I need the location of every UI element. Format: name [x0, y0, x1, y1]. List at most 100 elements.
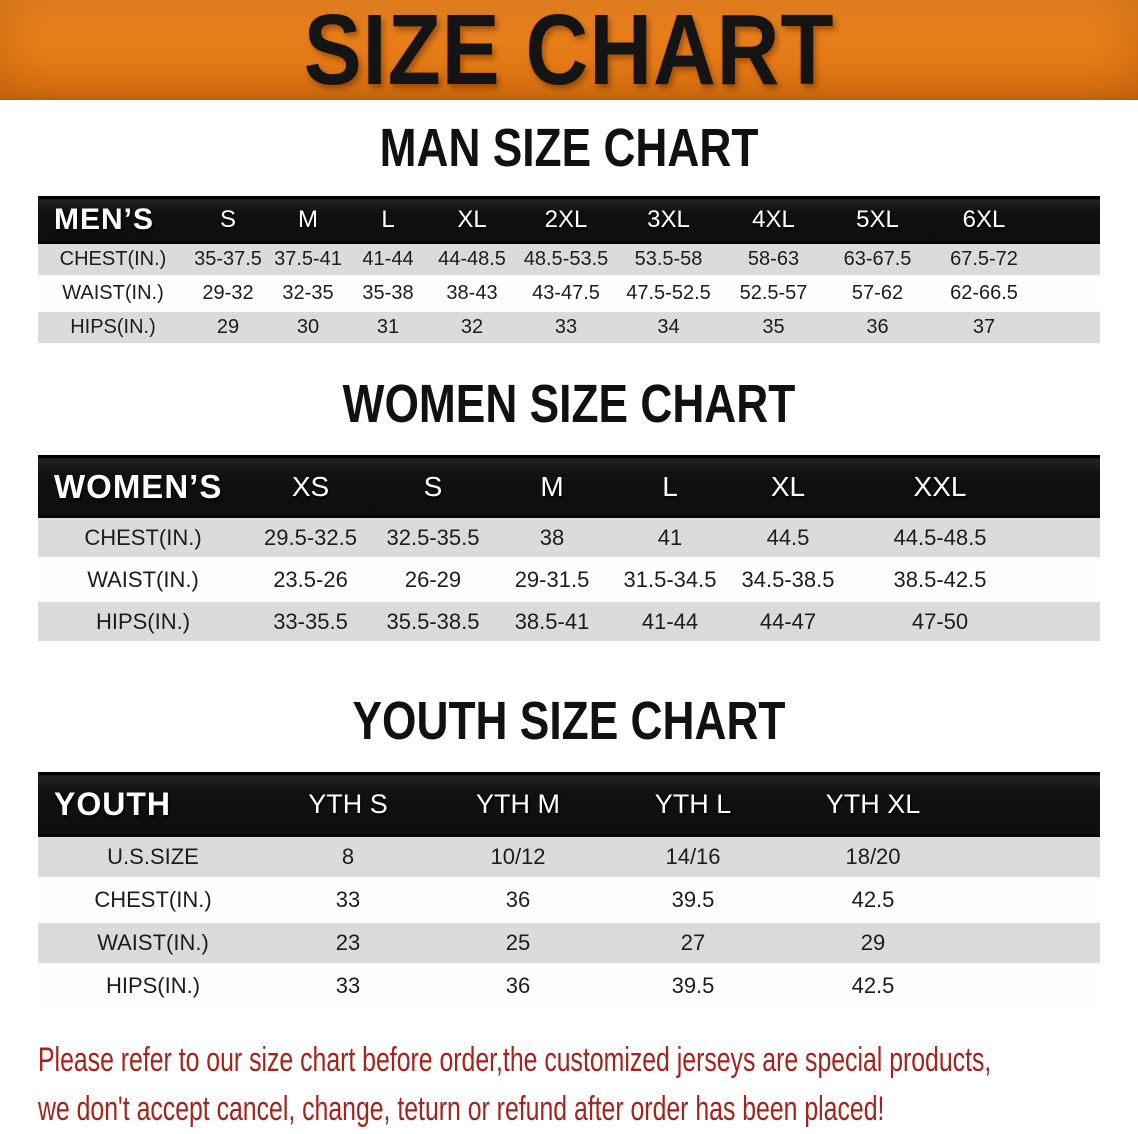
banner-title: SIZE CHART: [303, 0, 835, 106]
cell-value: 10/12: [428, 835, 608, 880]
cell-value: 23: [268, 921, 428, 966]
table-row: HIPS(IN.) 29 30 31 32 33 34 35 36 37: [38, 310, 1100, 346]
column-header: L: [348, 196, 428, 244]
cell-value: 36: [428, 878, 608, 923]
table-row: CHEST(IN.) 35-37.5 37.5-41 41-44 44-48.5…: [38, 242, 1100, 278]
cell-value: 58-63: [721, 242, 826, 278]
cell-value: 41-44: [611, 600, 729, 644]
column-header: YTH L: [608, 772, 778, 837]
cell-value: 32.5-35.5: [373, 516, 493, 560]
cell-value: 35-38: [348, 276, 428, 312]
cell-value: 44.5-48.5: [847, 516, 1033, 560]
cell-value: 62-66.5: [929, 276, 1039, 312]
column-header: YTH M: [428, 772, 608, 837]
cell-value: 18/20: [778, 835, 968, 880]
row-label: CHEST(IN.): [38, 516, 248, 560]
row-label: WAIST(IN.): [38, 921, 268, 966]
column-header: S: [373, 455, 493, 518]
column-header: M: [493, 455, 611, 518]
empty-cell: [1039, 276, 1100, 312]
column-header: S: [188, 196, 268, 244]
empty-cell: [968, 835, 1100, 880]
column-header: XL: [428, 196, 516, 244]
cell-value: 44.5: [729, 516, 847, 560]
cell-value: 29: [778, 921, 968, 966]
row-label: CHEST(IN.): [38, 878, 268, 923]
women-size-table: WOMEN’S XS S M L XL XXL CHEST(IN.) 29.5-…: [38, 455, 1100, 644]
women-size-chart-title: WOMEN SIZE CHART: [0, 376, 1138, 432]
women-header-label: WOMEN’S: [38, 455, 248, 518]
row-label: WAIST(IN.): [38, 276, 188, 312]
cell-value: 38: [493, 516, 611, 560]
disclaimer-line-1: Please refer to our size chart before or…: [38, 1041, 992, 1079]
cell-value: 44-48.5: [428, 242, 516, 278]
cell-value: 32: [428, 310, 516, 346]
column-header: 6XL: [929, 196, 1039, 244]
empty-cell: [1033, 600, 1100, 644]
cell-value: 47.5-52.5: [616, 276, 721, 312]
cell-value: 36: [428, 964, 608, 1009]
cell-value: 39.5: [608, 878, 778, 923]
cell-value: 37: [929, 310, 1039, 346]
empty-cell: [1039, 196, 1100, 244]
column-header: XS: [248, 455, 373, 518]
table-row: CHEST(IN.) 33 36 39.5 42.5: [38, 878, 1100, 923]
table-row: HIPS(IN.) 33-35.5 35.5-38.5 38.5-41 41-4…: [38, 600, 1100, 644]
cell-value: 36: [826, 310, 929, 346]
cell-value: 34: [616, 310, 721, 346]
row-label: CHEST(IN.): [38, 242, 188, 278]
cell-value: 34.5-38.5: [729, 558, 847, 602]
table-row: HIPS(IN.) 33 36 39.5 42.5: [38, 964, 1100, 1009]
empty-cell: [1033, 516, 1100, 560]
men-header-label: MEN’S: [38, 196, 188, 244]
cell-value: 35.5-38.5: [373, 600, 493, 644]
size-chart-banner: SIZE CHART: [0, 0, 1138, 100]
cell-value: 33-35.5: [248, 600, 373, 644]
cell-value: 44-47: [729, 600, 847, 644]
table-row: WAIST(IN.) 23.5-26 26-29 29-31.5 31.5-34…: [38, 558, 1100, 602]
row-label: HIPS(IN.): [38, 600, 248, 644]
cell-value: 42.5: [778, 878, 968, 923]
empty-cell: [968, 921, 1100, 966]
disclaimer-line-2: we don't accept cancel, change, teturn o…: [38, 1090, 885, 1128]
youth-size-chart-title: YOUTH SIZE CHART: [0, 693, 1138, 749]
table-header-row: YOUTH YTH S YTH M YTH L YTH XL: [38, 772, 1100, 837]
cell-value: 29-31.5: [493, 558, 611, 602]
row-label: U.S.SIZE: [38, 835, 268, 880]
row-label: HIPS(IN.): [38, 964, 268, 1009]
cell-value: 33: [268, 878, 428, 923]
row-label: WAIST(IN.): [38, 558, 248, 602]
cell-value: 43-47.5: [516, 276, 616, 312]
table-header-row: WOMEN’S XS S M L XL XXL: [38, 455, 1100, 518]
cell-value: 30: [268, 310, 348, 346]
column-header: 2XL: [516, 196, 616, 244]
table-row: U.S.SIZE 8 10/12 14/16 18/20: [38, 835, 1100, 880]
cell-value: 67.5-72: [929, 242, 1039, 278]
cell-value: 38-43: [428, 276, 516, 312]
table-row: WAIST(IN.) 29-32 32-35 35-38 38-43 43-47…: [38, 276, 1100, 312]
cell-value: 31.5-34.5: [611, 558, 729, 602]
empty-cell: [968, 772, 1100, 837]
cell-value: 29.5-32.5: [248, 516, 373, 560]
cell-value: 41-44: [348, 242, 428, 278]
cell-value: 63-67.5: [826, 242, 929, 278]
cell-value: 39.5: [608, 964, 778, 1009]
cell-value: 48.5-53.5: [516, 242, 616, 278]
cell-value: 38.5-42.5: [847, 558, 1033, 602]
youth-size-chart-title-text: YOUTH SIZE CHART: [352, 691, 786, 751]
youth-size-table: YOUTH YTH S YTH M YTH L YTH XL U.S.SIZE …: [38, 772, 1100, 1009]
cell-value: 29: [188, 310, 268, 346]
column-header: XL: [729, 455, 847, 518]
cell-value: 52.5-57: [721, 276, 826, 312]
empty-cell: [968, 964, 1100, 1009]
cell-value: 32-35: [268, 276, 348, 312]
empty-cell: [1039, 242, 1100, 278]
youth-header-label: YOUTH: [38, 772, 268, 837]
cell-value: 33: [268, 964, 428, 1009]
cell-value: 37.5-41: [268, 242, 348, 278]
cell-value: 57-62: [826, 276, 929, 312]
cell-value: 41: [611, 516, 729, 560]
column-header: 5XL: [826, 196, 929, 244]
column-header: YTH S: [268, 772, 428, 837]
man-size-chart-title-text: MAN SIZE CHART: [379, 118, 759, 178]
